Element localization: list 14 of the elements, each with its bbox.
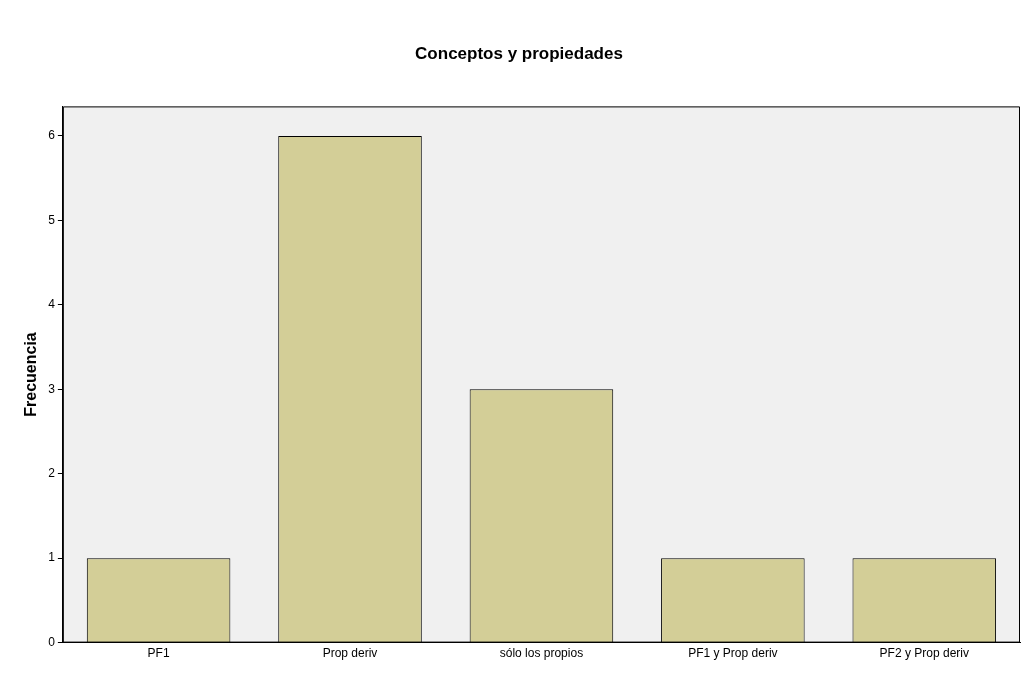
- x-tick-label: PF2 y Prop deriv: [879, 646, 969, 661]
- y-axis-title: Frecuencia: [22, 332, 40, 417]
- y-tick-label: 0: [48, 634, 56, 649]
- x-tick-label: sólo los propios: [499, 646, 584, 661]
- x-tick-label: PF1: [147, 646, 170, 661]
- y-tick-label: 6: [48, 128, 56, 143]
- y-tick-label: 2: [48, 466, 56, 481]
- x-tick-label: PF1 y Prop deriv: [688, 646, 778, 661]
- y-tick-label: 4: [48, 297, 56, 312]
- y-tick-label: 3: [48, 381, 56, 396]
- x-tick-label: Prop deriv: [322, 646, 378, 661]
- y-tick-label: 1: [48, 550, 56, 565]
- y-tick-label: 5: [48, 212, 56, 227]
- chart-title: Conceptos y propiedades: [415, 43, 623, 63]
